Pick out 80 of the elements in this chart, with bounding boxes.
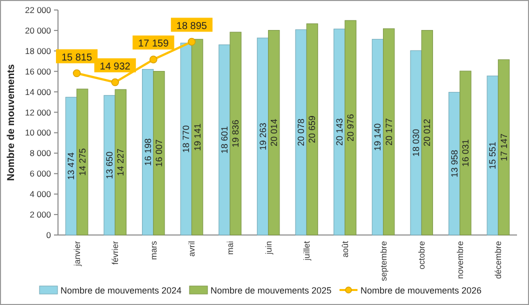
x-tick-label: avril xyxy=(186,240,197,257)
data-label: 20 078 xyxy=(296,118,306,146)
point xyxy=(188,38,196,46)
x-tick-label: septembre xyxy=(378,240,388,282)
x-tick-label: novembre xyxy=(454,240,465,279)
data-label: 18 895 xyxy=(176,20,208,32)
y-tick-label: 4 000 xyxy=(30,189,52,200)
data-label: 19 140 xyxy=(372,123,383,151)
y-tick-label: 16 000 xyxy=(25,66,52,76)
y-tick-label: 6 000 xyxy=(30,168,52,179)
x-tick-label: juin xyxy=(263,240,274,256)
bar xyxy=(153,70,165,236)
bar xyxy=(191,38,204,236)
data-label: 13 474 xyxy=(66,152,76,180)
bar xyxy=(306,23,318,236)
data-label: 20 659 xyxy=(307,116,318,144)
bar xyxy=(344,20,356,236)
y-axis-title: Nombre de mouvements xyxy=(6,64,17,181)
bar xyxy=(104,95,116,236)
point xyxy=(72,69,81,78)
bar xyxy=(460,70,472,236)
data-label: 18 770 xyxy=(181,125,192,153)
data-label: 17 159 xyxy=(138,38,170,50)
data-label: 20 177 xyxy=(384,118,394,146)
data-label: 18 030 xyxy=(411,129,422,157)
data-label: 16 198 xyxy=(142,138,153,166)
bar xyxy=(382,28,395,236)
data-label: 17 147 xyxy=(498,134,509,162)
data-label: 15 551 xyxy=(488,142,498,170)
bar xyxy=(334,28,346,236)
bar xyxy=(410,50,422,236)
y-tick-label: 18 000 xyxy=(25,46,52,56)
point xyxy=(111,78,119,86)
bar xyxy=(230,32,242,236)
data-label: 19 263 xyxy=(258,122,268,150)
bar xyxy=(268,30,280,236)
bar xyxy=(256,38,269,236)
y-tick-label: 22 000 xyxy=(25,5,52,15)
data-label: 19 836 xyxy=(230,120,241,148)
y-tick-label: 0 xyxy=(46,230,52,240)
bar xyxy=(295,29,307,236)
y-tick-label: 2 000 xyxy=(30,210,52,220)
bar xyxy=(76,88,88,236)
y-tick-label: 8 000 xyxy=(30,148,52,158)
legend-label: Nombre de mouvements 2026 xyxy=(360,286,482,296)
data-label: 20 143 xyxy=(334,118,344,146)
x-tick-label: août xyxy=(340,240,350,258)
data-label: 15 815 xyxy=(61,52,92,64)
data-label: 20 014 xyxy=(268,118,279,146)
point xyxy=(150,56,158,64)
bar xyxy=(498,59,510,236)
y-tick-label: 12 000 xyxy=(25,107,52,118)
y-tick-label: 14 000 xyxy=(25,86,52,97)
data-label: 20 012 xyxy=(422,118,432,146)
data-label: 19 141 xyxy=(192,123,202,151)
x-tick-label: décembre xyxy=(493,240,504,279)
bar xyxy=(114,89,126,236)
data-label: 14 932 xyxy=(100,61,131,72)
x-tick-label: mai xyxy=(225,240,236,255)
data-label: 14 275 xyxy=(77,148,88,176)
legend-label: Nombre de mouvements 2024 xyxy=(60,286,182,296)
x-tick-label: janvier xyxy=(72,240,82,268)
x-tick-label: février xyxy=(110,240,120,265)
data-label: 18 601 xyxy=(219,126,230,154)
data-label: 14 227 xyxy=(116,148,126,176)
bar xyxy=(218,44,230,236)
data-label: 16 007 xyxy=(154,139,164,167)
x-tick-label: juillet xyxy=(302,240,312,262)
y-tick-label: 20 000 xyxy=(25,25,52,36)
data-label: 20 976 xyxy=(346,114,356,142)
data-label: 13 650 xyxy=(104,151,115,179)
data-label: 16 031 xyxy=(460,139,470,167)
bar xyxy=(372,38,384,236)
x-tick-label: mars xyxy=(148,241,158,260)
legend-label: Nombre de mouvements 2025 xyxy=(210,286,332,296)
y-tick-label: 10 000 xyxy=(25,128,52,138)
x-tick-label: octobre xyxy=(416,240,427,270)
bar xyxy=(486,76,499,236)
bar xyxy=(421,30,434,236)
data-label: 13 958 xyxy=(449,150,460,178)
